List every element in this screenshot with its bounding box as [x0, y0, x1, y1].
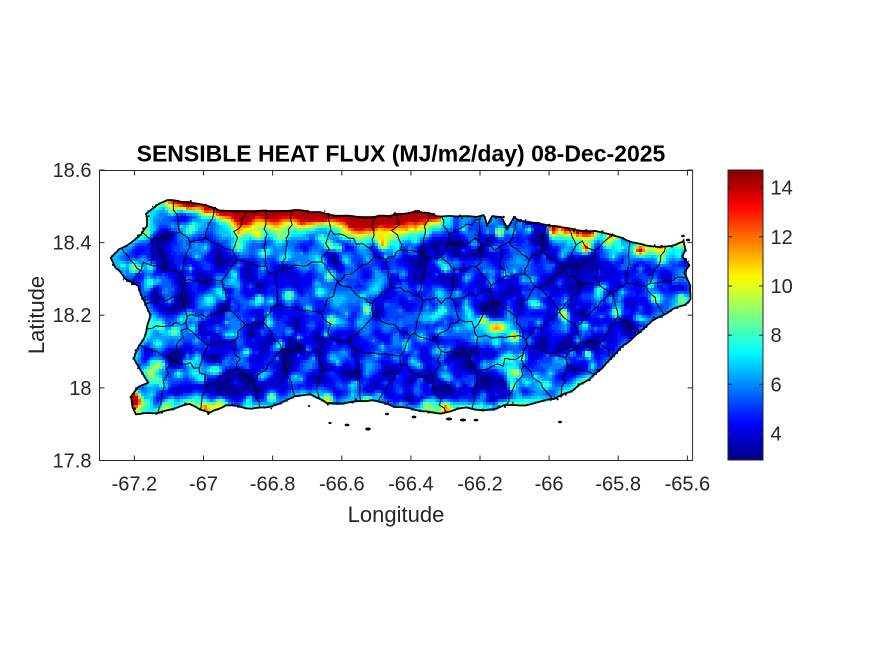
svg-text:18: 18 — [69, 378, 91, 400]
svg-text:8: 8 — [771, 325, 782, 347]
svg-text:SENSIBLE HEAT FLUX (MJ/m2/day): SENSIBLE HEAT FLUX (MJ/m2/day) 08-Dec-20… — [137, 141, 666, 167]
svg-text:14: 14 — [771, 178, 793, 200]
svg-text:-65.6: -65.6 — [665, 474, 711, 496]
svg-text:-66.2: -66.2 — [457, 474, 503, 496]
svg-text:Latitude: Latitude — [24, 276, 49, 354]
svg-text:18.2: 18.2 — [53, 305, 92, 327]
svg-text:-67: -67 — [189, 474, 218, 496]
svg-text:-66.8: -66.8 — [250, 474, 296, 496]
svg-text:6: 6 — [771, 374, 782, 396]
svg-text:18.4: 18.4 — [53, 233, 92, 255]
svg-text:-65.8: -65.8 — [595, 474, 641, 496]
svg-text:-66: -66 — [535, 474, 564, 496]
svg-text:18.6: 18.6 — [53, 160, 92, 182]
svg-text:17.8: 17.8 — [53, 451, 92, 473]
svg-text:-66.4: -66.4 — [388, 474, 434, 496]
svg-text:4: 4 — [771, 424, 782, 446]
svg-text:-67.2: -67.2 — [112, 474, 158, 496]
svg-text:10: 10 — [771, 276, 793, 298]
svg-text:12: 12 — [771, 227, 793, 249]
svg-text:-66.6: -66.6 — [319, 474, 365, 496]
svg-text:Longitude: Longitude — [348, 502, 445, 527]
